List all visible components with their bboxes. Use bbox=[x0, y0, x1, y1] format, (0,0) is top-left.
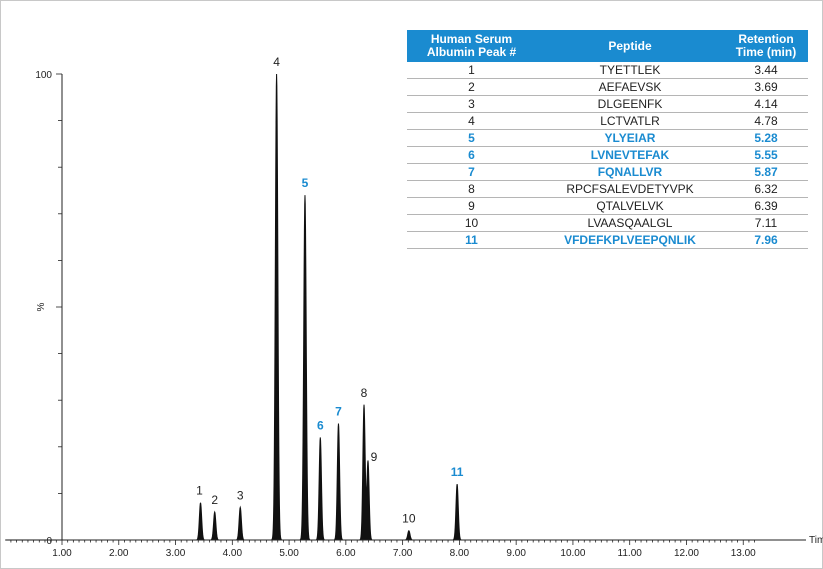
peak-label-11: 11 bbox=[451, 465, 464, 479]
cell-retention-time: 5.28 bbox=[724, 129, 808, 147]
x-tick-label: 10.00 bbox=[560, 548, 585, 559]
y-axis-label: % bbox=[36, 302, 47, 311]
cell-peak-number: 4 bbox=[407, 112, 536, 130]
cell-peptide: QTALVELVK bbox=[536, 197, 724, 215]
cell-peak-number: 1 bbox=[407, 62, 536, 79]
cell-peptide: LVAASQAALGL bbox=[536, 214, 724, 232]
cell-retention-time: 4.14 bbox=[724, 95, 808, 113]
peak-label-9: 9 bbox=[371, 450, 378, 464]
table-row: 11 VFDEFKPLVEEPQNLIK 7.96 bbox=[407, 231, 808, 249]
peak-label-3: 3 bbox=[237, 488, 244, 502]
cell-peptide: LCTVATLR bbox=[536, 112, 724, 130]
y-tick-label: 0 bbox=[46, 536, 52, 547]
table-row: 3 DLGEENFK 4.14 bbox=[407, 95, 808, 113]
peak-label-4: 4 bbox=[273, 55, 280, 69]
cell-retention-time: 6.32 bbox=[724, 180, 808, 198]
x-tick-label: 11.00 bbox=[618, 548, 643, 559]
cell-peak-number: 6 bbox=[407, 146, 536, 164]
table-row: 10 LVAASQAALGL 7.11 bbox=[407, 214, 808, 232]
cell-peptide: LVNEVTEFAK bbox=[536, 146, 724, 164]
table-row: 8 RPCFSALEVDETYVPK 6.32 bbox=[407, 180, 808, 198]
cell-retention-time: 5.87 bbox=[724, 163, 808, 181]
cell-peak-number: 5 bbox=[407, 129, 536, 147]
cell-peptide: DLGEENFK bbox=[536, 95, 724, 113]
cell-peak-number: 10 bbox=[407, 214, 536, 232]
table-row: 6 LVNEVTEFAK 5.55 bbox=[407, 146, 808, 164]
cell-retention-time: 5.55 bbox=[724, 146, 808, 164]
cell-retention-time: 7.96 bbox=[724, 231, 808, 249]
cell-peptide: FQNALLVR bbox=[536, 163, 724, 181]
cell-peptide: YLYEIAR bbox=[536, 129, 724, 147]
peptide-table: Human Serum Albumin Peak # Peptide Reten… bbox=[407, 30, 808, 249]
cell-retention-time: 6.39 bbox=[724, 197, 808, 215]
table-row: 1 TYETTLEK 3.44 bbox=[407, 62, 808, 79]
table-row: 9 QTALVELVK 6.39 bbox=[407, 197, 808, 215]
cell-retention-time: 7.11 bbox=[724, 214, 808, 232]
y-tick-label: 100 bbox=[35, 70, 52, 81]
x-tick-label: 8.00 bbox=[450, 548, 470, 559]
x-tick-label: 12.00 bbox=[674, 548, 699, 559]
x-tick-label: 6.00 bbox=[336, 548, 356, 559]
cell-peak-number: 7 bbox=[407, 163, 536, 181]
peak-label-10: 10 bbox=[402, 512, 416, 526]
cell-peptide: RPCFSALEVDETYVPK bbox=[536, 180, 724, 198]
cell-peak-number: 2 bbox=[407, 78, 536, 96]
cell-retention-time: 3.69 bbox=[724, 78, 808, 96]
cell-peak-number: 11 bbox=[407, 231, 536, 249]
cell-peak-number: 3 bbox=[407, 95, 536, 113]
peak-label-6: 6 bbox=[317, 418, 324, 432]
table-row: 5 YLYEIAR 5.28 bbox=[407, 129, 808, 147]
x-tick-label: 9.00 bbox=[506, 548, 526, 559]
peak-label-1: 1 bbox=[196, 484, 203, 498]
x-tick-label: 3.00 bbox=[166, 548, 186, 559]
peak-label-7: 7 bbox=[335, 405, 342, 419]
x-axis-label: Time bbox=[809, 535, 823, 546]
table-row: 4 LCTVATLR 4.78 bbox=[407, 112, 808, 130]
cell-peak-number: 9 bbox=[407, 197, 536, 215]
cell-retention-time: 3.44 bbox=[724, 62, 808, 79]
x-tick-label: 13.00 bbox=[731, 548, 756, 559]
cell-peak-number: 8 bbox=[407, 180, 536, 198]
header-peptide: Peptide bbox=[536, 30, 724, 62]
table-header-row: Human Serum Albumin Peak # Peptide Reten… bbox=[407, 30, 808, 62]
peak-label-2: 2 bbox=[211, 493, 218, 507]
peak-label-8: 8 bbox=[361, 386, 368, 400]
cell-retention-time: 4.78 bbox=[724, 112, 808, 130]
cell-peptide: TYETTLEK bbox=[536, 62, 724, 79]
table-row: 7 FQNALLVR 5.87 bbox=[407, 163, 808, 181]
x-tick-label: 7.00 bbox=[393, 548, 413, 559]
cell-peptide: VFDEFKPLVEEPQNLIK bbox=[536, 231, 724, 249]
x-tick-label: 5.00 bbox=[279, 548, 299, 559]
peak-label-5: 5 bbox=[302, 176, 309, 190]
x-tick-label: 4.00 bbox=[223, 548, 243, 559]
table-row: 2 AEFAEVSK 3.69 bbox=[407, 78, 808, 96]
cell-peptide: AEFAEVSK bbox=[536, 78, 724, 96]
x-tick-label: 2.00 bbox=[109, 548, 129, 559]
header-peak-number: Human Serum Albumin Peak # bbox=[407, 30, 536, 62]
x-tick-label: 1.00 bbox=[52, 548, 72, 559]
header-retention-time: Retention Time (min) bbox=[724, 30, 808, 62]
